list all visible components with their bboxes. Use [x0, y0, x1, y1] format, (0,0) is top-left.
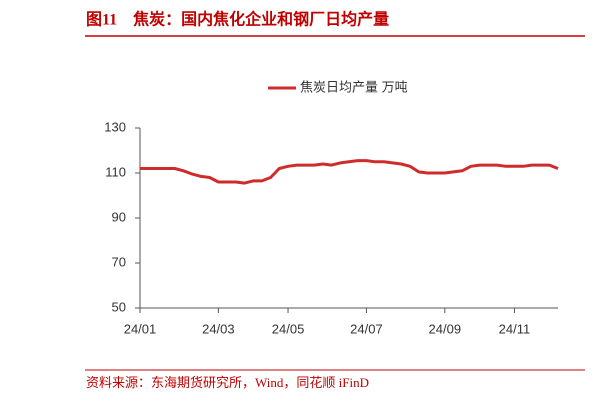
y-tick-label: 70 — [112, 254, 126, 269]
x-tick-label: 24/09 — [429, 321, 462, 336]
x-tick-label: 24/01 — [124, 321, 157, 336]
x-tick-label: 24/05 — [272, 321, 305, 336]
y-tick-label: 130 — [104, 119, 126, 134]
x-tick-label: 24/07 — [350, 321, 383, 336]
legend-label: 焦炭日均产量 万吨 — [300, 79, 408, 94]
x-tick-label: 24/11 — [499, 321, 531, 336]
y-tick-label: 50 — [112, 299, 126, 314]
chart-title: 图11 焦炭：国内焦化企业和钢厂日均产量 — [86, 10, 389, 29]
source: 资料来源：东海期货研究所，Wind，同花顺 iFinD — [86, 375, 369, 390]
x-tick-label: 24/03 — [202, 321, 235, 336]
series-line — [140, 159, 559, 185]
y-tick-label: 110 — [105, 164, 126, 179]
y-tick-label: 90 — [112, 209, 126, 224]
